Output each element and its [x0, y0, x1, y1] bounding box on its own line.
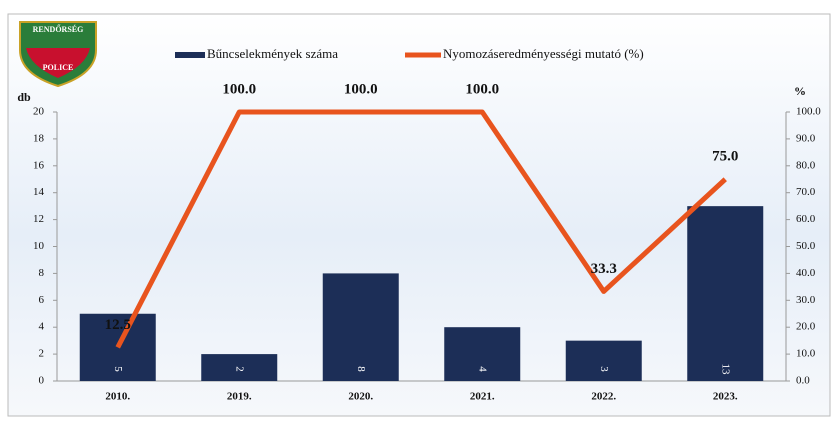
x-tick-label: 2022. — [591, 391, 616, 403]
x-tick-label: 2021. — [470, 391, 495, 403]
logo-text: RENDŐRSÉG — [33, 24, 84, 34]
bar — [323, 273, 399, 381]
y-tick-label: 6 — [39, 294, 45, 306]
value-label: 100.0 — [344, 81, 378, 97]
y-tick-label: 8 — [39, 267, 45, 279]
y2-tick-label: 80.0 — [796, 159, 816, 171]
y2-tick-label: 60.0 — [796, 213, 816, 225]
bar-label: 2 — [234, 366, 246, 372]
y-tick-label: 2 — [39, 348, 45, 360]
y2-tick-label: 90.0 — [796, 132, 816, 144]
x-tick-label: 2020. — [348, 391, 373, 403]
y2-tick-label: 30.0 — [796, 294, 816, 306]
legend-label: Nyomozáseredményességi mutató (%) — [443, 46, 644, 61]
bar — [566, 341, 642, 381]
x-tick-label: 2019. — [227, 391, 252, 403]
x-tick-label: 2010. — [105, 391, 130, 403]
y2-tick-label: 40.0 — [796, 267, 816, 279]
y-tick-label: 16 — [33, 159, 45, 171]
legend-swatch — [175, 52, 205, 58]
bar-label: 8 — [355, 366, 367, 372]
y2-tick-label: 50.0 — [796, 240, 816, 252]
y-tick-label: 0 — [39, 375, 45, 387]
y-tick-label: 14 — [33, 186, 45, 198]
y-tick-label: 20 — [33, 106, 45, 118]
y2-tick-label: 10.0 — [796, 348, 816, 360]
value-label: 75.0 — [712, 149, 738, 165]
page: {"chart_data": {"type": "combo", "logo":… — [0, 0, 836, 422]
y2-tick-label: 20.0 — [796, 321, 816, 333]
y-tick-label: 10 — [33, 240, 45, 252]
value-label: 12.5 — [105, 317, 131, 333]
bar-label: 4 — [477, 366, 489, 372]
bar — [687, 206, 763, 381]
y-tick-label: 12 — [33, 213, 44, 225]
bar-label: 13 — [720, 364, 732, 376]
value-label: 33.3 — [591, 261, 617, 277]
bar-label: 3 — [598, 366, 610, 372]
legend-label: Bűncselekmények száma — [207, 46, 338, 61]
value-label: 100.0 — [222, 81, 256, 97]
chart: RENDŐRSÉG POLICE db % 0 2 4 6 8 10 12 14 16 18 20 0… — [0, 0, 836, 422]
y2-tick-label: 70.0 — [796, 186, 816, 198]
y2-tick-label: 100.0 — [796, 106, 821, 118]
bar — [444, 327, 520, 381]
logo-text: POLICE — [43, 63, 74, 72]
x-tick-label: 2023. — [713, 391, 738, 403]
y-tick-label: 4 — [39, 321, 45, 333]
y2-axis-label: % — [794, 84, 806, 98]
y-axis-label: db — [17, 90, 31, 104]
y-tick-label: 18 — [33, 132, 45, 144]
y2-tick-label: 0.0 — [796, 375, 810, 387]
value-label: 100.0 — [465, 81, 499, 97]
bar-label: 5 — [112, 366, 124, 372]
